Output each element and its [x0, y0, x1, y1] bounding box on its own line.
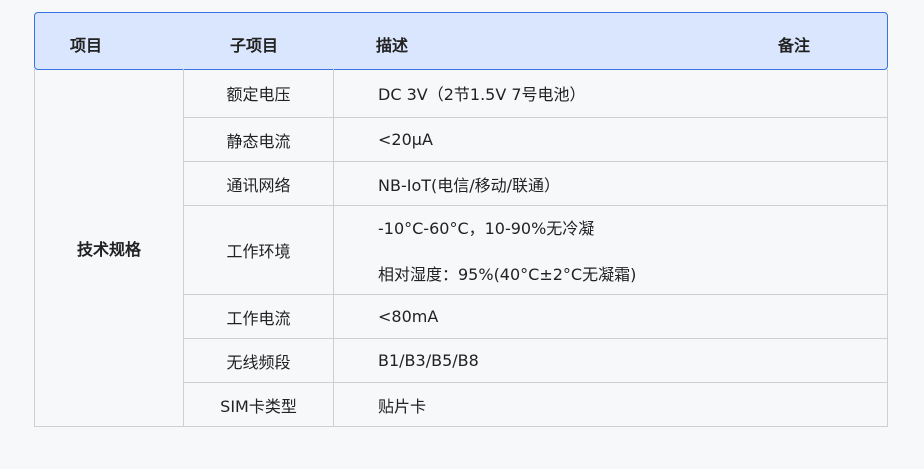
description-line: DC 3V（2节1.5V 7号电池）: [378, 85, 586, 104]
description-line: B1/B3/B5/B8: [378, 351, 479, 370]
description-line: <20μA: [378, 130, 433, 149]
table-header: 项目 子项目 描述 备注: [34, 12, 888, 70]
description-line: -10°C-60°C，10-90%无冷凝: [378, 219, 595, 238]
description-cell: NB-IoT(电信/移动/联通）: [334, 162, 888, 206]
spec-table: 技术规格 额定电压 DC 3V（2节1.5V 7号电池） 静态电流 <20μA 通讯网络…: [34, 69, 888, 427]
description-cell: DC 3V（2节1.5V 7号电池）: [334, 69, 888, 118]
header-subitem: 子项目: [230, 36, 279, 55]
description-line: <80mA: [378, 307, 439, 326]
subitem-cell: 通讯网络: [184, 162, 334, 206]
header-remark: 备注: [778, 36, 811, 55]
description-line: 相对湿度：95%(40°C±2°C无凝霜): [378, 265, 637, 284]
description-line: NB-IoT(电信/移动/联通）: [378, 175, 561, 195]
subitem-cell: 无线频段: [184, 339, 334, 383]
header-description: 描述: [376, 36, 409, 55]
description-cell: <20μA: [334, 118, 888, 162]
subitem-cell: 额定电压: [184, 69, 334, 118]
group-cell: 技术规格: [34, 69, 184, 427]
description-cell: <80mA: [334, 295, 888, 339]
description-cell: 贴片卡: [334, 383, 888, 427]
subitem-cell: SIM卡类型: [184, 383, 334, 427]
subitem-cell: 工作电流: [184, 295, 334, 339]
header-item: 项目: [70, 36, 103, 55]
subitem-cell: 静态电流: [184, 118, 334, 162]
description-cell: B1/B3/B5/B8: [334, 339, 888, 383]
description-cell: -10°C-60°C，10-90%无冷凝相对湿度：95%(40°C±2°C无凝霜…: [334, 206, 888, 295]
subitem-cell: 工作环境: [184, 206, 334, 295]
description-line: 贴片卡: [378, 396, 427, 416]
